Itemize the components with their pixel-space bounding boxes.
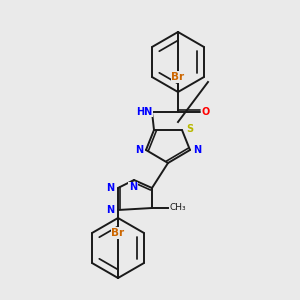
Text: N: N <box>193 145 201 155</box>
Text: S: S <box>186 124 194 134</box>
Text: N: N <box>106 183 114 193</box>
Text: CH₃: CH₃ <box>170 203 186 212</box>
Text: O: O <box>202 107 210 117</box>
Text: N: N <box>129 182 137 192</box>
Text: Br: Br <box>171 72 184 82</box>
Text: N: N <box>135 145 143 155</box>
Text: N: N <box>106 205 114 215</box>
Text: HN: HN <box>136 107 152 117</box>
Text: Br: Br <box>111 228 124 238</box>
